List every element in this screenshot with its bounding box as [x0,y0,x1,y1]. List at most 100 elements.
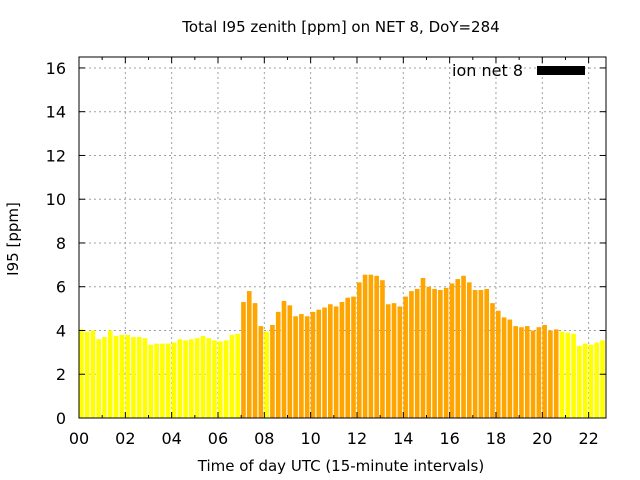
bar [79,329,84,418]
bar [478,290,484,418]
bar [142,338,148,418]
bar [519,327,524,418]
bar [600,340,605,418]
bar [559,331,565,418]
bar [449,283,455,418]
bar [131,337,136,418]
x-tick-labels: 00 02 04 06 08 10 12 14 16 18 20 22 [69,429,599,448]
bar [553,329,559,418]
bar [403,296,408,418]
bar [397,306,403,418]
bar [507,319,513,418]
y-axis-title: I95 [ppm] [4,202,22,276]
bar [467,282,472,418]
bar [513,326,518,418]
bar [90,330,96,418]
bar [171,342,177,418]
bar [84,331,90,418]
bar [362,274,368,418]
y-tick-label: 2 [56,365,66,384]
bar [565,332,571,418]
bar [136,337,142,418]
bar [582,343,588,418]
bar [455,279,461,418]
bar [409,291,414,418]
bar [264,331,269,418]
bar [339,302,345,418]
bar [374,275,379,418]
y-tick-label: 12 [46,146,66,165]
bar [281,300,287,418]
chart-title: Total I95 zenith [ppm] on NET 8, DoY=284 [181,18,499,36]
bar [328,304,333,418]
bar [107,330,113,418]
y-tick-label: 4 [56,321,66,340]
bar [391,303,397,418]
x-tick-label: 04 [161,429,181,448]
bar [102,337,107,418]
bar [443,287,449,418]
bar [206,338,212,418]
bar [177,339,183,418]
bar [229,334,235,418]
bar [530,330,536,418]
y-tick-label: 0 [56,409,66,428]
bar [484,288,490,418]
legend: ion net 8 [452,61,585,80]
y-tick-labels: 0 2 4 6 8 10 12 14 16 [46,59,66,428]
bar [316,309,322,418]
x-tick-label: 00 [69,429,89,448]
bar [293,316,298,418]
x-tick-label: 06 [208,429,228,448]
bar [542,325,547,418]
bar [299,314,304,418]
bar [200,335,206,418]
bar [96,339,102,418]
bar [490,303,495,418]
legend-label: ion net 8 [452,61,523,80]
bar [194,338,200,418]
bar [472,290,478,418]
bar [426,286,432,418]
bar [183,340,188,418]
bar [148,344,154,418]
y-tick-label: 16 [46,59,66,78]
bar [420,277,426,418]
bar [414,288,420,418]
x-tick-label: 02 [115,429,135,448]
bar [189,339,194,418]
bar [571,333,576,418]
bar [304,316,310,418]
bar [165,343,171,418]
x-tick-label: 10 [300,429,320,448]
x-tick-label: 12 [347,429,367,448]
bar [322,307,327,418]
bar [258,326,264,418]
x-tick-label: 20 [532,429,552,448]
bar [252,303,258,418]
bar [275,311,281,418]
bar [524,326,530,418]
bar [368,274,374,418]
bar [217,341,223,418]
x-tick-label: 18 [486,429,506,448]
bar [119,334,125,418]
bar [495,310,501,418]
bar [351,296,356,418]
bar [536,327,542,418]
y-tick-label: 14 [46,103,66,122]
bar [223,340,229,418]
bar [270,325,275,418]
bar [380,280,385,418]
x-axis-title: Time of day UTC (15-minute intervals) [197,457,484,475]
bar [212,340,217,418]
bar [548,330,553,418]
bar [125,334,130,418]
bar [577,345,582,418]
bar [345,297,351,418]
bar [385,304,391,418]
bar [154,343,159,418]
bar [235,333,240,418]
bar [113,335,119,418]
